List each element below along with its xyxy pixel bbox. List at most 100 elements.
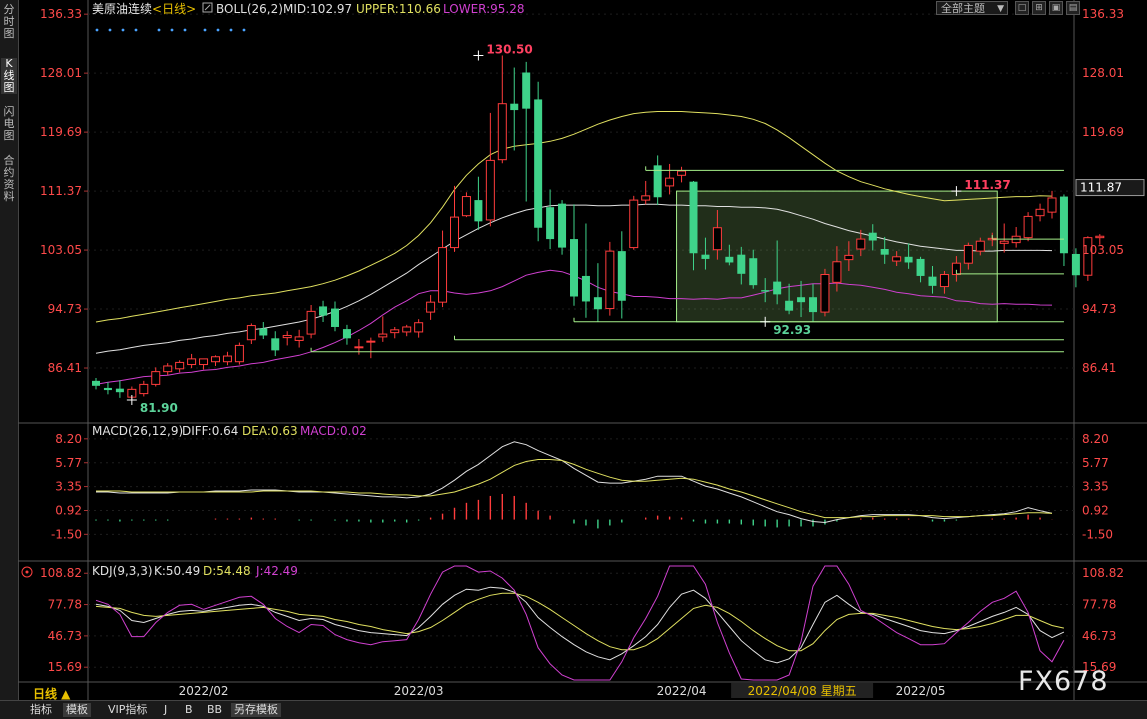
candle <box>234 342 244 365</box>
kdj-d-value: D:54.48 <box>203 564 251 578</box>
y-tick-label-right: 108.82 <box>1082 566 1124 580</box>
y-tick-label-right: 8.20 <box>1082 432 1109 446</box>
kdj-k-line <box>95 586 1065 664</box>
candle <box>963 242 973 270</box>
watermark-logo: FX678 <box>1018 666 1109 697</box>
candle-body <box>331 308 339 327</box>
kdj-target-icon <box>21 566 33 578</box>
boll-lower-value: LOWER:95.28 <box>443 2 525 16</box>
candle-body <box>797 297 806 303</box>
candle <box>689 180 698 271</box>
candle-body <box>809 297 817 313</box>
candle-body <box>999 240 1009 244</box>
candle-body <box>1047 197 1057 213</box>
candle <box>773 240 782 305</box>
tab-flash-chart[interactable]: 闪电图 <box>3 105 15 142</box>
tab-bb[interactable]: BB <box>207 703 223 716</box>
candle-body <box>701 254 710 259</box>
candle-body <box>939 274 949 288</box>
candle <box>904 243 913 269</box>
tab-intraday[interactable]: 分时图 <box>3 3 15 40</box>
window-button-3[interactable]: ▣ <box>1049 1 1063 15</box>
candle-body <box>570 239 578 297</box>
candle-body <box>139 383 149 395</box>
y-tick-label-right: 0.92 <box>1082 504 1109 518</box>
boll-legend-icon <box>202 2 213 13</box>
tab-save-template[interactable]: 另存模板 <box>231 703 281 717</box>
candle-body <box>271 338 280 351</box>
y-tick-label-right: 136.33 <box>1082 7 1124 21</box>
cursor-date-box <box>731 683 874 698</box>
period-selector[interactable]: 日线 ▲ <box>33 687 71 701</box>
tab-j[interactable]: J <box>164 703 168 716</box>
candle <box>761 278 770 303</box>
candle-body <box>641 195 651 201</box>
theme-dropdown[interactable]: 全部主题 ▼ <box>936 1 1008 15</box>
candle <box>163 363 173 376</box>
y-tick-label-right: -1.50 <box>1082 527 1113 541</box>
candle-body <box>737 254 746 274</box>
candle <box>749 249 758 289</box>
candle <box>832 246 842 292</box>
current-price-box <box>1075 179 1145 197</box>
x-tick-label: 2022/02 <box>179 684 229 698</box>
candle-body <box>1071 253 1080 276</box>
candle <box>414 319 424 338</box>
candle-body <box>163 365 173 373</box>
candle <box>629 195 639 250</box>
tab-templates[interactable]: 模板 <box>63 703 91 717</box>
candle <box>641 180 651 205</box>
candle <box>928 266 937 294</box>
y-tick-label-left: 46.73 <box>48 629 82 643</box>
candle <box>378 316 388 342</box>
candle-body <box>629 199 639 249</box>
candle <box>259 322 268 340</box>
candle-body <box>832 261 842 283</box>
chart-canvas[interactable]: 136.33 136.33 128.01 128.01 119.69 119.69 111.… <box>0 0 1147 700</box>
y-tick-label-right: 3.35 <box>1082 480 1109 494</box>
tab-b[interactable]: B <box>185 703 193 716</box>
tab-contract-info[interactable]: 合约资料 <box>3 154 15 203</box>
candle <box>450 185 459 252</box>
candle <box>820 268 830 317</box>
candle <box>1059 194 1068 267</box>
candle-body <box>175 361 185 370</box>
candle <box>809 283 817 323</box>
candle <box>271 331 280 357</box>
tab-kline[interactable]: K线图 <box>1 58 17 94</box>
window-button-2[interactable]: ⊞ <box>1032 1 1046 15</box>
candle-body <box>593 297 602 310</box>
candle-body <box>366 340 376 343</box>
candle-body <box>450 216 459 249</box>
candle-body <box>199 358 209 366</box>
candle <box>581 223 590 318</box>
annotation-label: 111.37 <box>964 178 1010 192</box>
candle-body <box>856 238 866 250</box>
candle <box>497 55 507 164</box>
y-tick-label-right: 46.73 <box>1082 629 1116 643</box>
candle-body <box>187 358 197 366</box>
chevron-down-icon: ▼ <box>997 4 1004 14</box>
candle <box>856 229 866 257</box>
x-tick-label: 2022/04 <box>657 684 707 698</box>
x-tick-label: 2022/03 <box>394 684 444 698</box>
candle-body <box>868 232 877 241</box>
y-tick-label-right: 119.69 <box>1082 125 1124 139</box>
candle <box>677 166 687 183</box>
candle-body <box>354 346 364 349</box>
tab-vip-indicators[interactable]: VIP指标 <box>108 703 148 716</box>
candle-body <box>414 322 424 333</box>
annotation-label: 130.50 <box>486 42 532 56</box>
window-button-4[interactable]: ▤ <box>1066 1 1080 15</box>
tab-indicators[interactable]: 指标 <box>30 703 52 716</box>
candle-body <box>222 355 232 363</box>
candle-body <box>282 334 292 339</box>
boll-upper-value: UPPER:110.66 <box>356 2 441 16</box>
candle-body <box>1059 196 1068 254</box>
candle <box>139 380 149 397</box>
candle <box>115 380 124 398</box>
candle <box>187 353 197 369</box>
boll-mid-value: MID:102.97 <box>283 2 352 16</box>
y-tick-label-right: 5.77 <box>1082 456 1109 470</box>
window-button-1[interactable]: □ <box>1015 1 1029 15</box>
